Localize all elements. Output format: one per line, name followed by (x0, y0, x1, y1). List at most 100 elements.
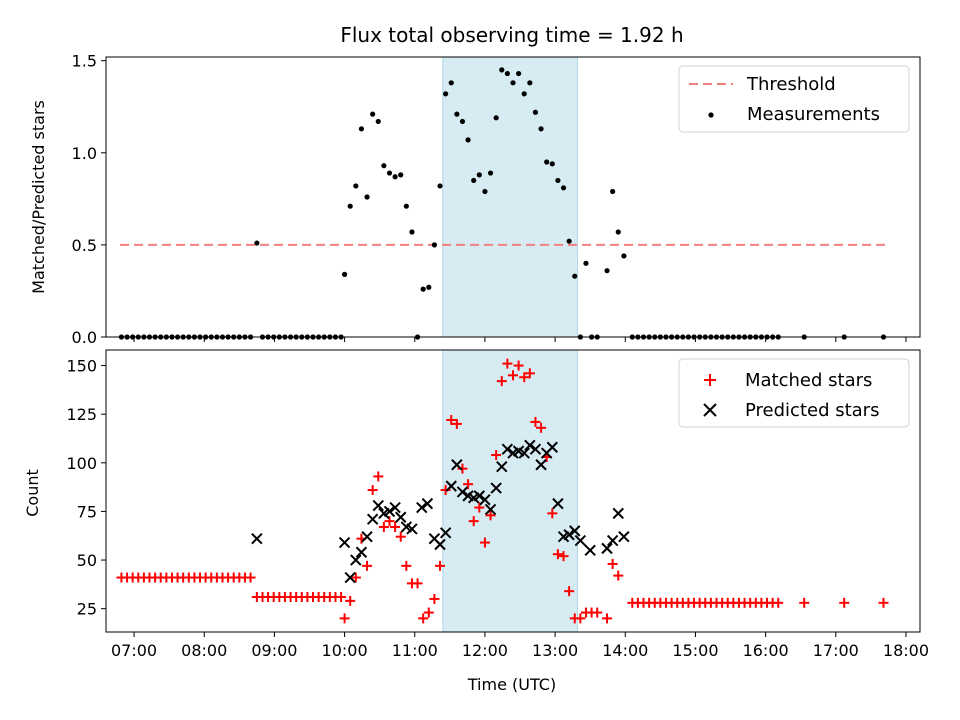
measurement-point (621, 253, 627, 259)
predicted-star-point (355, 546, 368, 558)
predicted-star-point (546, 441, 559, 453)
matched-star-point (446, 415, 457, 426)
predicted-star-point (612, 507, 624, 520)
observing-window-span (442, 56, 579, 338)
legend-measurements-swatch (708, 112, 714, 118)
matched-star-point (384, 516, 395, 527)
measurement-point (583, 260, 589, 266)
measurement-point (375, 118, 381, 125)
matched-star-point (412, 578, 423, 589)
matched-star-point (395, 531, 406, 542)
matched-star-point (457, 463, 468, 474)
matched-star-point (345, 595, 356, 606)
top-panel: Flux total observing time = 1.92 h Match… (29, 23, 921, 347)
predicted-star-point (338, 536, 351, 549)
y-tick-label: 1.5 (72, 52, 97, 71)
bottom-panel: Count Time (UTC) 25 50 75 100 125 150 07:00 08:… (23, 349, 929, 694)
matched-star-point (440, 485, 451, 496)
matched-star-point (607, 558, 618, 569)
y-tick-label: 75 (77, 502, 97, 521)
matched-star-point (558, 551, 569, 562)
matched-star-point (513, 360, 524, 371)
predicted-star-point (366, 513, 379, 525)
matched-star-point (536, 422, 547, 433)
predicted-star-point (563, 529, 575, 541)
measurement-point (544, 159, 550, 165)
star-count-points (116, 358, 889, 624)
predicted-star-point (496, 460, 508, 473)
top-legend-box (678, 65, 910, 133)
x-tick-label: 12:00 (462, 641, 508, 660)
measurement-point (476, 172, 482, 178)
y-tick-label: 0.5 (72, 236, 97, 255)
legend-predicted-swatch (703, 403, 717, 417)
matched-star-point (839, 597, 850, 608)
predicted-star-point (490, 482, 502, 494)
bottom-panel-y-axis-label: Count (23, 469, 42, 517)
x-tick-label: 13:00 (532, 641, 578, 660)
x-tick-label: 09:00 (251, 641, 297, 660)
predicted-star-point (569, 525, 581, 537)
top-panel-title: Flux total observing time = 1.92 h (340, 23, 683, 47)
predicted-star-point (445, 480, 457, 492)
measurement-point (604, 268, 610, 274)
bottom-panel-ticks: 25 50 75 100 125 150 07:00 08:00 09:00 10:00 11:00… (66, 357, 929, 660)
predicted-star-point (251, 532, 263, 545)
predicted-star-point (574, 534, 587, 547)
matched-star-point (245, 572, 256, 583)
predicted-star-point (350, 554, 362, 566)
predicted-star-point (439, 527, 452, 539)
matched-star-point (878, 597, 889, 608)
measurement-point (443, 91, 449, 97)
matched-star-point (378, 521, 389, 532)
matched-star-point (519, 372, 530, 383)
matched-star-point (401, 560, 412, 571)
measurement-point (549, 161, 555, 167)
measurement-point (465, 137, 471, 143)
predicted-star-point (529, 443, 542, 455)
measurement-point (459, 118, 466, 125)
matched-star-point (485, 510, 496, 521)
predicted-star-point (484, 503, 497, 516)
top-panel-legend: Threshold Measurements (678, 65, 910, 133)
top-panel-frame (105, 56, 921, 338)
matched-star-point (602, 613, 613, 624)
legend-measurements-label: Measurements (747, 104, 880, 125)
x-tick-label: 14:00 (602, 641, 648, 660)
matched-star-point (496, 376, 507, 387)
x-tick-label: 18:00 (883, 641, 929, 660)
bottom-panel-frame (105, 349, 921, 633)
bottom-legend-box (678, 358, 910, 428)
measurement-point (347, 203, 353, 209)
measurement-point (510, 80, 516, 86)
y-tick-label: 50 (77, 551, 97, 570)
bottom-panel-legend: Matched stars Predicted stars (678, 358, 910, 428)
y-tick-label: 0.0 (72, 328, 97, 347)
x-tick-label: 08:00 (181, 641, 227, 660)
predicted-star-point (518, 447, 530, 459)
matched-star-point (463, 479, 474, 490)
matched-star-point (336, 591, 347, 602)
measurement-point (254, 240, 260, 246)
matched-star-point (367, 485, 378, 496)
predicted-star-point (552, 497, 564, 510)
measurement-point (538, 126, 544, 132)
matched-star-point (575, 613, 586, 624)
matched-star-point (564, 586, 575, 597)
matched-star-point (547, 508, 558, 519)
matched-star-point (613, 570, 624, 581)
predicted-star-point (618, 530, 630, 543)
matched-star-point (502, 358, 513, 369)
matched-star-point (552, 549, 563, 560)
legend-threshold-label: Threshold (746, 74, 836, 95)
predicted-star-point (456, 486, 469, 498)
measurement-point (398, 172, 404, 178)
measurement-point (420, 286, 426, 292)
matched-star-point (435, 560, 446, 571)
matched-star-point (491, 450, 502, 461)
predicted-star-point (406, 523, 418, 535)
predicted-star-point (451, 459, 463, 471)
matched-star-point (592, 607, 603, 618)
legend-matched-label: Matched stars (745, 370, 872, 391)
